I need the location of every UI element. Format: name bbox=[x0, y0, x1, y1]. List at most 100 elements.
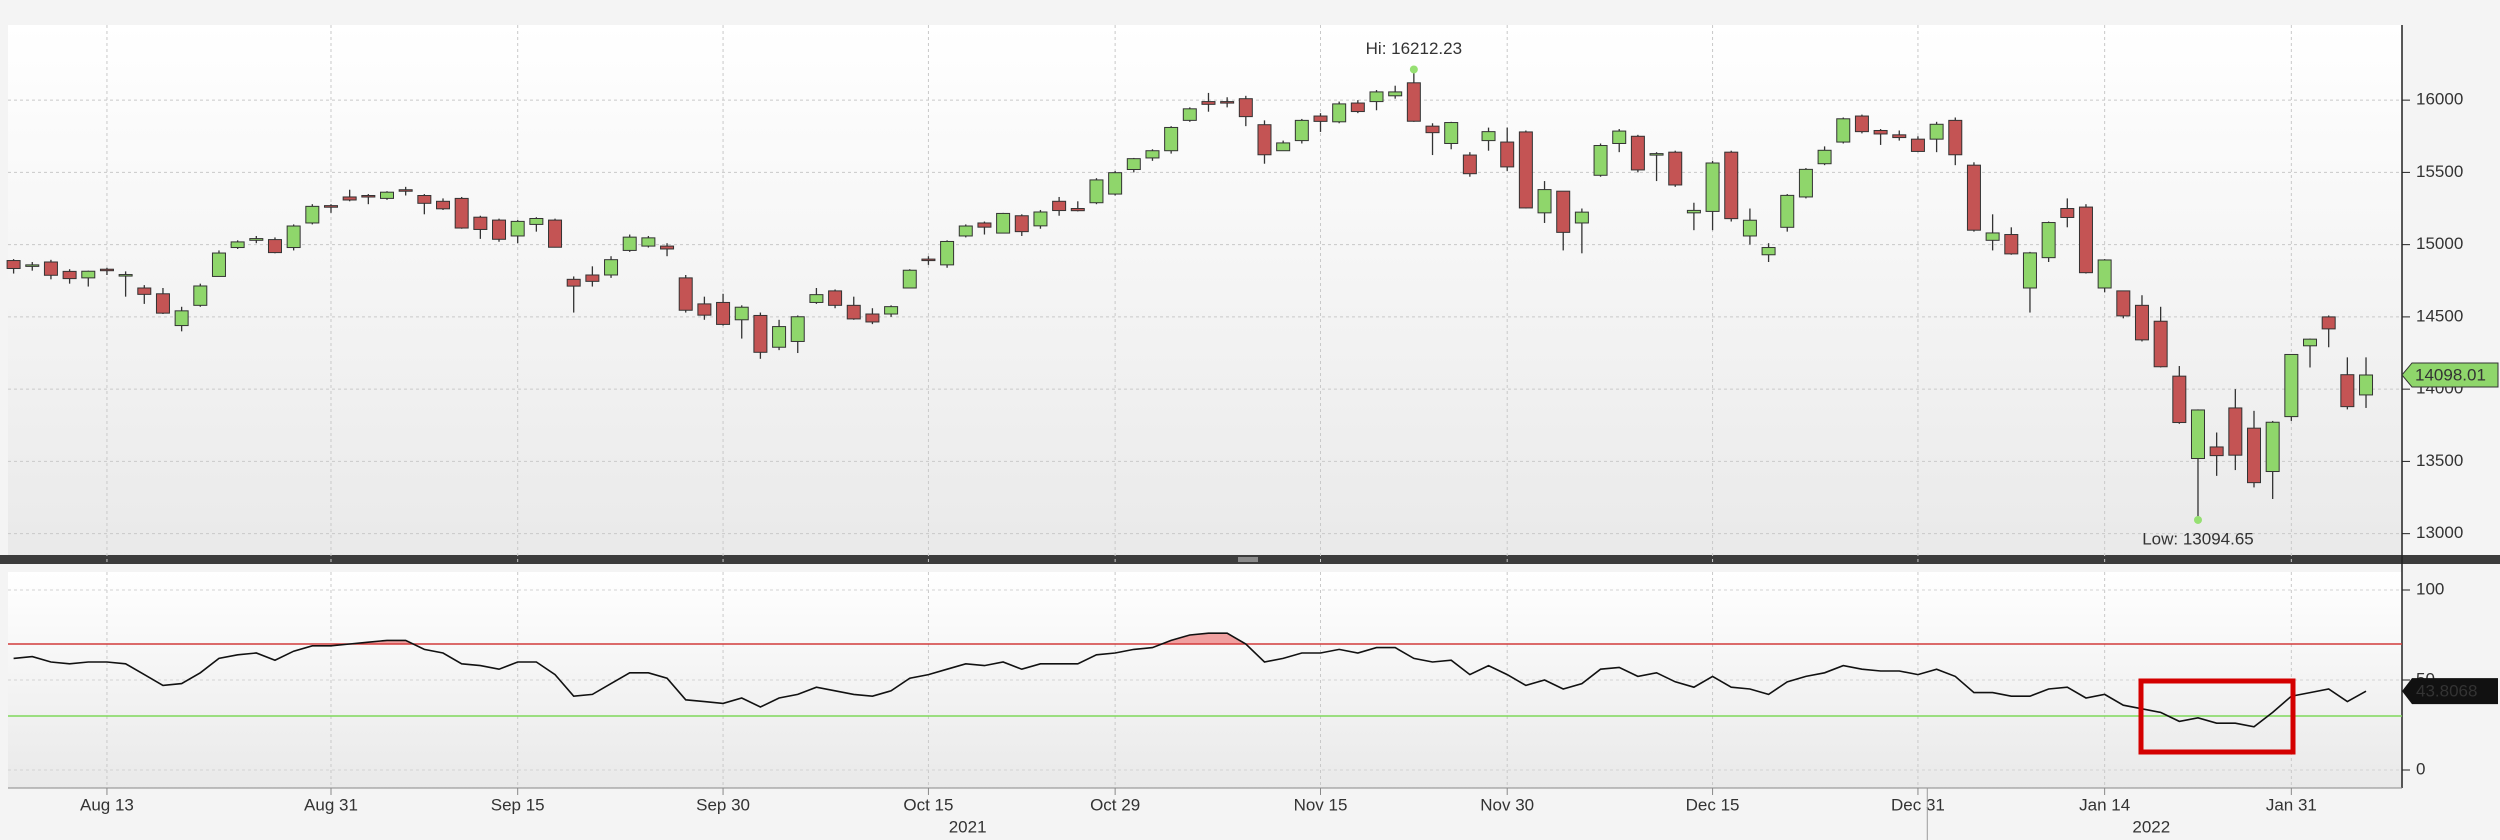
candle-body bbox=[1948, 119, 1963, 156]
extreme-marker bbox=[1409, 65, 1418, 74]
candle-body bbox=[790, 316, 805, 342]
candle-body bbox=[2303, 338, 2318, 347]
candle-body bbox=[1481, 131, 1496, 142]
candle-body bbox=[2190, 409, 2205, 460]
x-tick-label: Dec 31 bbox=[1891, 795, 1945, 814]
candle-body bbox=[1313, 115, 1328, 122]
candle-body bbox=[380, 191, 394, 199]
candle-body bbox=[1780, 194, 1795, 228]
candle-body bbox=[211, 252, 226, 277]
x-tick-label: Sep 30 bbox=[696, 795, 750, 814]
y-tick-label: 15000 bbox=[2416, 234, 2463, 253]
candle-body bbox=[1668, 151, 1683, 186]
candle-body bbox=[1705, 162, 1720, 212]
x-tick-label: Nov 30 bbox=[1480, 795, 1534, 814]
candle-body bbox=[1798, 168, 1813, 198]
candle-body bbox=[1276, 142, 1291, 152]
candle-body bbox=[1518, 131, 1533, 209]
candle-body bbox=[884, 306, 899, 315]
candle-body bbox=[1108, 172, 1123, 195]
candle-body bbox=[1052, 200, 1067, 212]
candle-body bbox=[1630, 135, 1645, 171]
candle-body bbox=[417, 195, 432, 204]
y-tick-label: 14500 bbox=[2416, 306, 2463, 325]
candle-body bbox=[2284, 353, 2299, 418]
candle-body bbox=[566, 278, 581, 287]
candle-body bbox=[1985, 232, 2000, 241]
candle-body bbox=[1462, 154, 1477, 175]
candle-body bbox=[436, 200, 451, 210]
candle-body bbox=[1537, 189, 1552, 214]
candle-body bbox=[1929, 123, 1944, 140]
candle-body bbox=[1350, 102, 1365, 113]
candle-body bbox=[174, 310, 189, 327]
candle-body bbox=[1238, 98, 1253, 118]
divider-handle[interactable] bbox=[1238, 557, 1258, 562]
candle-body bbox=[1033, 211, 1048, 227]
candle-body bbox=[1070, 208, 1085, 212]
candle-body bbox=[2153, 320, 2168, 368]
candle-body bbox=[230, 241, 245, 249]
candle-body bbox=[716, 301, 731, 325]
candle-body bbox=[2116, 290, 2131, 317]
candle-body bbox=[846, 304, 861, 320]
candle-body bbox=[1742, 219, 1757, 237]
candle-body bbox=[342, 196, 357, 201]
candle-body bbox=[772, 326, 787, 348]
candle-body bbox=[6, 260, 21, 269]
candle-body bbox=[865, 313, 880, 323]
candle-body bbox=[2134, 304, 2149, 341]
candle-body bbox=[193, 285, 208, 306]
extreme-marker bbox=[2193, 515, 2202, 524]
candle-body bbox=[940, 240, 955, 266]
candle-body bbox=[2228, 407, 2243, 456]
price-panel bbox=[8, 25, 2402, 564]
candle-body bbox=[1574, 211, 1589, 224]
year-label: 2022 bbox=[2132, 817, 2170, 836]
candle-body bbox=[1892, 134, 1907, 139]
candle-body bbox=[2172, 375, 2187, 424]
candle-body bbox=[1014, 215, 1029, 233]
candle-body bbox=[1126, 158, 1141, 171]
candle-body bbox=[641, 237, 656, 247]
year-label: 2021 bbox=[949, 817, 987, 836]
candle-body bbox=[2321, 316, 2336, 330]
candle-body bbox=[2209, 446, 2224, 457]
candle-body bbox=[62, 270, 77, 280]
candle-body bbox=[118, 274, 133, 277]
candle-body bbox=[902, 269, 917, 289]
x-tick-label: Oct 29 bbox=[1090, 795, 1140, 814]
x-tick-label: Dec 15 bbox=[1686, 795, 1740, 814]
candle-body bbox=[286, 225, 301, 249]
last-price-label: 14098.01 bbox=[2415, 365, 2486, 384]
last-price-tag bbox=[2401, 362, 2499, 388]
candle-body bbox=[548, 219, 563, 248]
candle-body bbox=[323, 205, 338, 208]
y-tick-label: 13500 bbox=[2416, 451, 2463, 470]
candle-body bbox=[249, 238, 264, 241]
candle-body bbox=[473, 216, 488, 230]
candle-body bbox=[2097, 259, 2112, 289]
candle-body bbox=[361, 195, 376, 198]
candle-body bbox=[2060, 208, 2075, 218]
candle-body bbox=[1201, 101, 1216, 105]
candle-body bbox=[1089, 179, 1104, 204]
candle-body bbox=[996, 212, 1011, 234]
last-rsi-tag bbox=[2402, 678, 2498, 705]
candle-body bbox=[1406, 82, 1421, 122]
candle-body bbox=[1593, 145, 1608, 176]
candle-body bbox=[1686, 209, 1701, 214]
extreme-label: Hi: 16212.23 bbox=[1366, 39, 1462, 58]
x-tick-label: Oct 15 bbox=[903, 795, 953, 814]
x-tick-label: Nov 15 bbox=[1294, 795, 1348, 814]
candle-body bbox=[622, 236, 637, 251]
y-tick-label: 100 bbox=[2416, 579, 2444, 598]
candle-body bbox=[1182, 108, 1197, 121]
candle-body bbox=[2004, 234, 2019, 255]
candle-body bbox=[25, 264, 40, 267]
x-tick-label: Sep 15 bbox=[491, 795, 545, 814]
candle-body bbox=[2340, 374, 2355, 408]
candle-body bbox=[1612, 130, 1627, 144]
candle-body bbox=[809, 294, 824, 303]
